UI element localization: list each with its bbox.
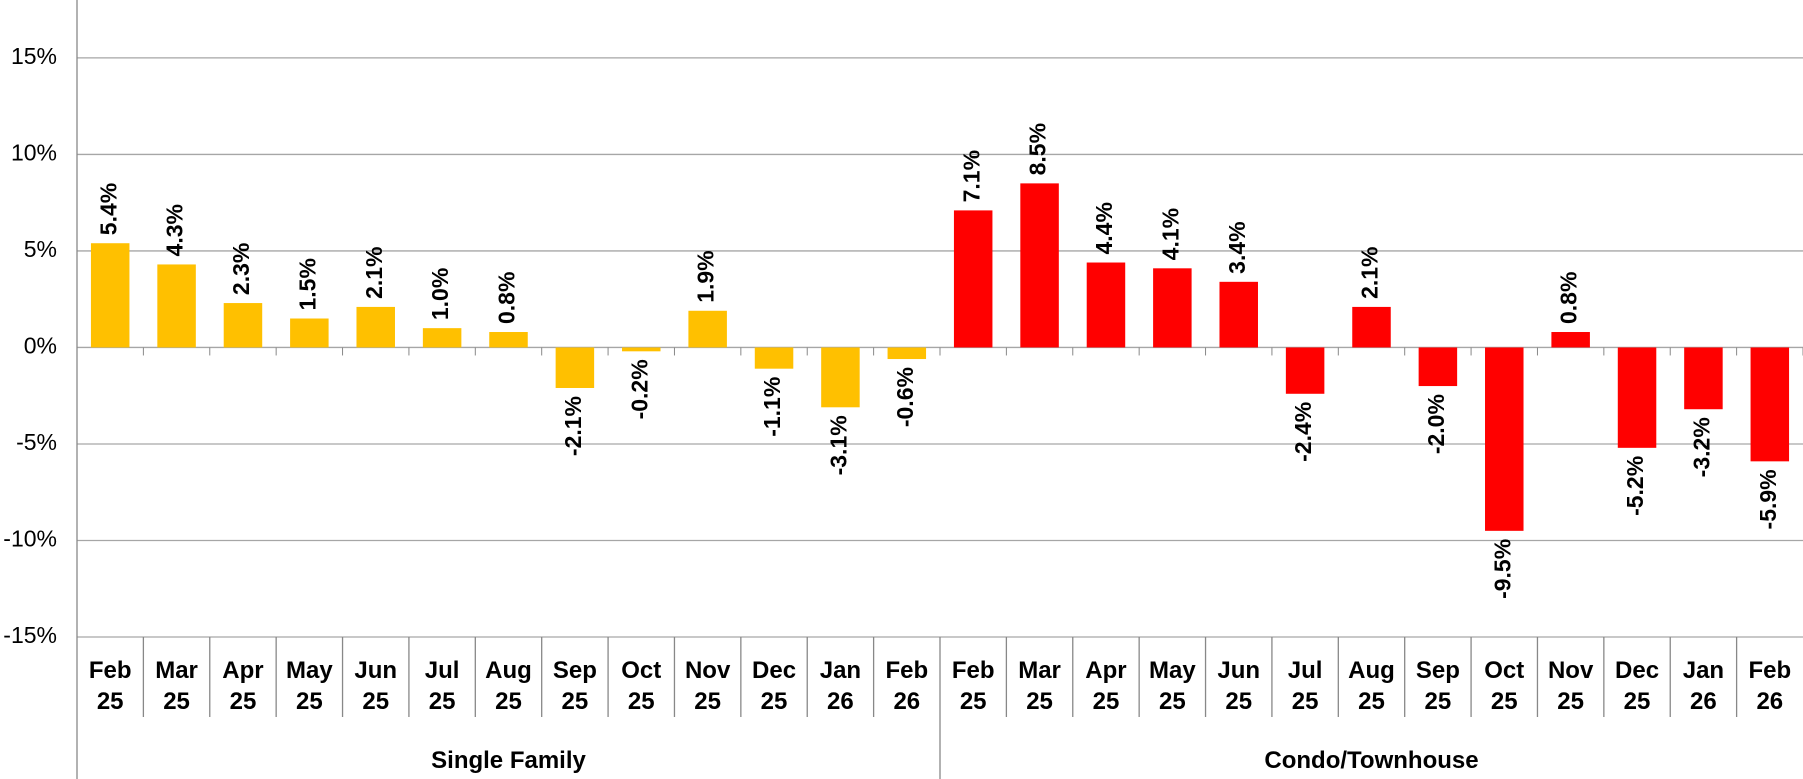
bar <box>754 347 794 369</box>
value-label: 1.0% <box>427 268 453 320</box>
bar <box>1617 347 1657 448</box>
bar <box>953 210 993 348</box>
bar <box>223 303 263 348</box>
x-tick-label: Nov 25 <box>1547 657 1594 715</box>
y-tick-label: -15% <box>3 622 57 648</box>
x-tick-label: Dec 25 <box>1615 657 1660 715</box>
bar <box>622 347 661 352</box>
value-label: -3.2% <box>1689 417 1715 477</box>
value-label: 0.8% <box>1556 272 1582 324</box>
value-label: 5.4% <box>95 183 121 235</box>
y-tick-label: 15% <box>11 43 57 69</box>
value-label: 1.5% <box>294 258 320 310</box>
x-tick-label: Apr 25 <box>1085 657 1127 715</box>
value-label: -3.1% <box>826 415 852 475</box>
bar <box>1153 268 1192 348</box>
x-tick-label: Jan 26 <box>819 657 862 715</box>
bar <box>1219 281 1258 348</box>
value-label: -2.1% <box>560 396 586 456</box>
group-label: Single Family <box>431 747 586 774</box>
bar <box>887 347 927 360</box>
x-tick-label: Apr 25 <box>222 657 264 715</box>
value-label: -1.1% <box>759 377 785 437</box>
bar <box>555 347 595 388</box>
x-tick-label: Oct 25 <box>621 657 662 715</box>
bar <box>688 310 727 348</box>
bar <box>1352 306 1391 348</box>
value-label: -5.2% <box>1622 456 1648 516</box>
x-tick-label: Aug 25 <box>485 657 532 715</box>
bar <box>1485 347 1524 531</box>
x-tick-label: Jun 25 <box>1217 657 1261 715</box>
value-label: 4.3% <box>162 204 188 256</box>
bar <box>157 264 196 348</box>
value-label: 3.4% <box>1224 221 1250 273</box>
x-tick-label: Dec 25 <box>752 657 797 715</box>
bar <box>1285 347 1325 394</box>
value-label: -2.0% <box>1423 394 1449 454</box>
bar <box>1551 332 1590 348</box>
bar <box>1086 262 1126 348</box>
y-tick-label: -10% <box>3 526 57 552</box>
value-label: 2.1% <box>361 246 387 298</box>
y-tick-label: 0% <box>24 333 57 359</box>
bar <box>1750 347 1790 462</box>
bar <box>290 318 329 348</box>
x-tick-label: Jan 26 <box>1682 657 1725 715</box>
x-tick-label: Mar 25 <box>1018 657 1061 715</box>
x-tick-label: Sep 25 <box>552 657 597 715</box>
value-label: 4.4% <box>1091 202 1117 254</box>
x-tick-label: May 25 <box>285 657 333 715</box>
value-label: 8.5% <box>1025 123 1051 175</box>
x-tick-label: Nov 25 <box>684 657 731 715</box>
x-tick-label: Sep 25 <box>1415 657 1460 715</box>
x-tick-label: Jul 25 <box>424 657 460 715</box>
y-tick-label: -5% <box>16 429 57 455</box>
x-tick-label: Jul 25 <box>1287 657 1323 715</box>
x-tick-label: May 25 <box>1148 657 1196 715</box>
bar <box>1020 183 1059 348</box>
x-tick-label: Feb 26 <box>885 657 929 715</box>
bar <box>489 332 528 348</box>
y-tick-label: 10% <box>11 140 57 166</box>
x-tick-label: Jun 25 <box>354 657 398 715</box>
value-label: 0.8% <box>494 272 520 324</box>
x-tick-label: Feb 25 <box>951 657 995 715</box>
value-label: -2.4% <box>1290 402 1316 462</box>
x-tick-label: Feb 26 <box>1748 657 1792 715</box>
group-label: Condo/Townhouse <box>1264 747 1479 774</box>
value-label: -5.9% <box>1755 469 1781 529</box>
x-tick-label: Mar 25 <box>155 657 198 715</box>
value-label: 7.1% <box>958 150 984 202</box>
value-label: 4.1% <box>1157 208 1183 260</box>
x-tick-label: Aug 25 <box>1348 657 1395 715</box>
bar <box>1418 347 1458 387</box>
value-label: 2.1% <box>1357 246 1383 298</box>
value-label: -0.6% <box>892 367 918 427</box>
x-tick-label: Oct 25 <box>1484 657 1525 715</box>
bar <box>90 243 130 348</box>
bar <box>422 328 462 348</box>
bar <box>1684 347 1723 410</box>
value-label: -9.5% <box>1489 539 1515 599</box>
x-tick-label: Feb 25 <box>88 657 132 715</box>
value-label: 1.9% <box>693 250 719 302</box>
y-tick-label: 5% <box>24 236 57 262</box>
bar <box>821 347 860 408</box>
bar <box>356 306 395 348</box>
value-label: -0.2% <box>626 359 652 419</box>
value-label: 2.3% <box>228 243 254 295</box>
